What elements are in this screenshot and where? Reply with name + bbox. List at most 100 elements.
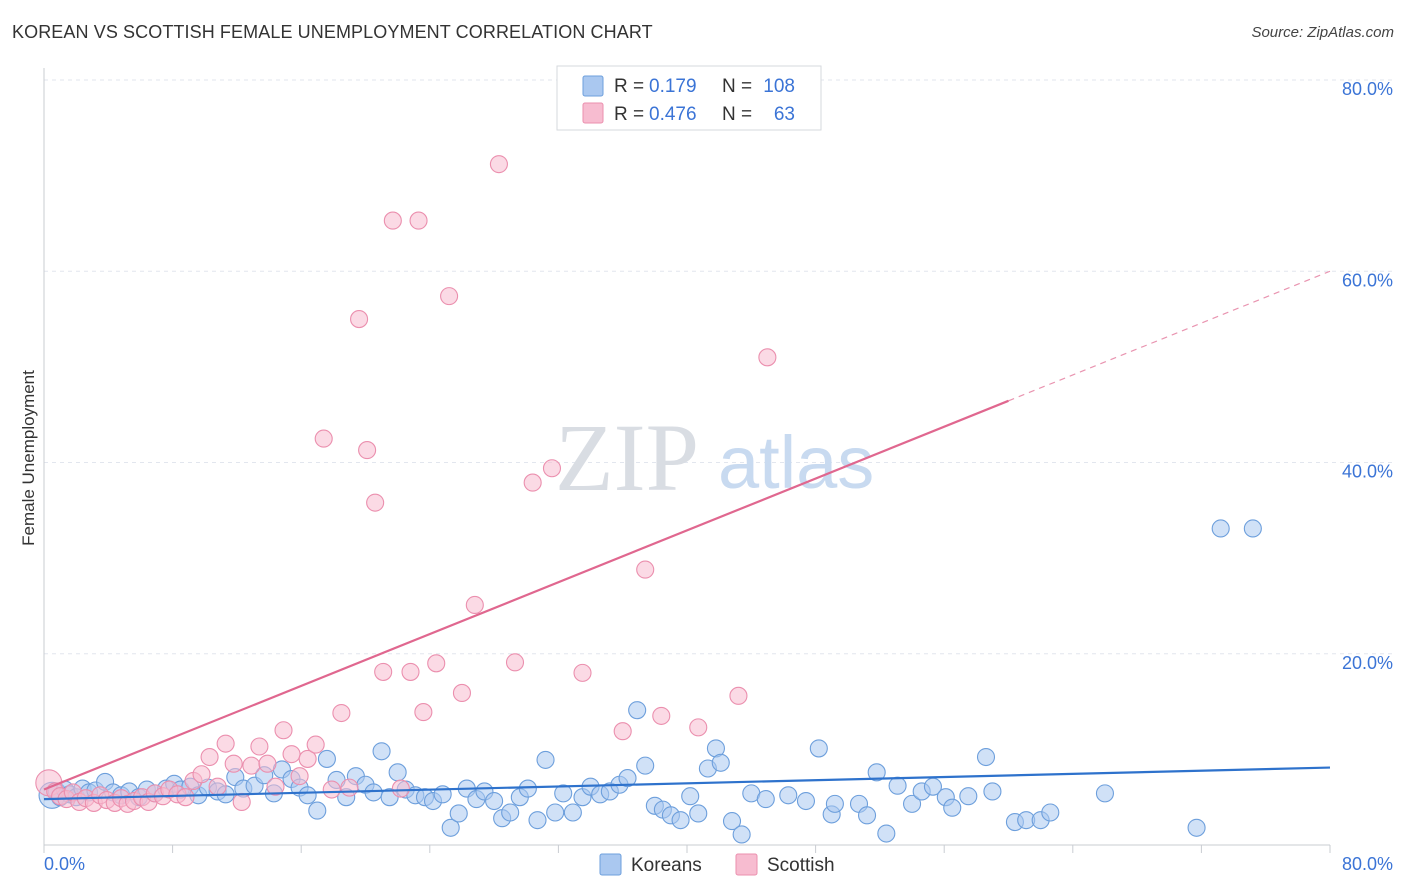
scottish-point (298, 749, 317, 768)
x-tick-label: 80.0% (1342, 854, 1393, 874)
scottish-point (332, 703, 351, 723)
scottish-point (452, 683, 472, 703)
stats-r-label-scottish: R = (614, 104, 644, 125)
koreans-point (671, 811, 690, 830)
koreans-point (528, 811, 547, 830)
scottish-point (729, 686, 748, 705)
koreans-point (372, 742, 391, 761)
tick-labels: 20.0% 40.0% 60.0% 80.0% 0.0% 80.0% (44, 79, 1393, 874)
scottish-point (573, 663, 592, 682)
scottish-point (192, 765, 211, 784)
koreans-point (1041, 803, 1060, 822)
scottish-point (383, 211, 402, 230)
y-tick-label: 80.0% (1342, 79, 1393, 99)
koreans-point (1095, 784, 1114, 803)
bottom-legend: Koreans Scottish (599, 853, 835, 876)
koreans-point (364, 783, 383, 802)
scottish-trendline-extension (1008, 270, 1331, 402)
scottish-point (250, 737, 269, 756)
scottish-point (409, 211, 428, 230)
x-tick-label: 0.0% (44, 854, 85, 874)
scottish-point (200, 747, 219, 767)
scottish-point (465, 595, 484, 615)
koreans-point (825, 794, 844, 813)
scottish-point (505, 653, 525, 672)
scottish-point (366, 493, 385, 512)
scottish-point (322, 780, 341, 799)
stats-n-label-scottish: N = (722, 104, 752, 125)
koreans-point (618, 769, 637, 788)
legend-koreans-icon (599, 853, 622, 876)
stats-r-label-koreans: R = (614, 76, 644, 97)
scottish-point (290, 767, 309, 786)
koreans-point (809, 739, 828, 758)
y-tick-label: 40.0% (1342, 462, 1393, 482)
koreans-point (546, 803, 565, 822)
scottish-point (427, 654, 446, 673)
koreans-point (888, 776, 907, 795)
koreans-point (959, 787, 978, 806)
scottish-point (306, 735, 325, 754)
koreans-point (636, 756, 655, 775)
koreans-point (485, 791, 504, 811)
scottish-point (689, 718, 708, 737)
koreans-point (796, 791, 816, 811)
scottish-point (314, 429, 333, 448)
koreans-point (298, 786, 317, 805)
koreans-point (779, 786, 798, 805)
watermark-atlas: atlas (718, 421, 874, 504)
scottish-trendline (43, 399, 1009, 791)
koreans-point (317, 749, 336, 768)
koreans-point (943, 798, 962, 817)
scottish-point (216, 734, 235, 753)
y-axis-label: Female Unemployment (19, 370, 38, 546)
y-tick-label: 20.0% (1342, 653, 1393, 673)
stats-n-label-koreans: N = (722, 76, 752, 97)
koreans-point (756, 790, 775, 809)
stats-n-value-koreans: 108 (763, 76, 795, 97)
scottish-point (242, 756, 261, 775)
koreans-point (732, 825, 751, 844)
koreans-point (857, 806, 877, 825)
koreans-point (628, 701, 647, 720)
trendlines (43, 270, 1331, 801)
scottish-point (350, 310, 369, 329)
scottish-point (274, 721, 293, 740)
koreans-trendline (43, 766, 1331, 801)
source-label: Source: ZipAtlas.com (1251, 24, 1394, 41)
stats-r-value-scottish: 0.476 (649, 104, 697, 125)
koreans-point (722, 812, 742, 831)
koreans-point (681, 787, 700, 806)
koreans-point (1187, 818, 1206, 837)
gridlines (44, 79, 1394, 655)
koreans-point (689, 804, 708, 823)
scottish-point (758, 348, 777, 367)
scottish-point (414, 703, 433, 722)
y-tick-label: 60.0% (1342, 270, 1393, 290)
koreans-point (388, 763, 407, 782)
legend-scottish-label: Scottish (767, 855, 835, 876)
scottish-point (176, 788, 195, 807)
koreans-point (501, 803, 520, 822)
koreans-point (902, 794, 922, 813)
koreans-point (441, 818, 460, 837)
koreans-point (867, 763, 886, 782)
koreans-point (976, 747, 996, 767)
watermark-zip: ZIP (555, 404, 699, 511)
scottish-point (340, 778, 359, 797)
koreans-point (877, 824, 896, 843)
scottish-point (613, 722, 632, 741)
scottish-point (440, 287, 459, 306)
scottish-point (401, 662, 420, 681)
stats-n-value-scottish: 63 (774, 104, 795, 125)
chart-title: KOREAN VS SCOTTISH FEMALE UNEMPLOYMENT C… (12, 22, 653, 42)
koreans-point (518, 779, 537, 798)
koreans-point (449, 804, 468, 823)
koreans-swatch-icon (582, 75, 604, 97)
scottish-point (208, 777, 227, 796)
scottish-point (232, 792, 251, 812)
scottish-point (358, 441, 377, 460)
scottish-point (258, 754, 277, 773)
legend-koreans-label: Koreans (631, 855, 702, 876)
